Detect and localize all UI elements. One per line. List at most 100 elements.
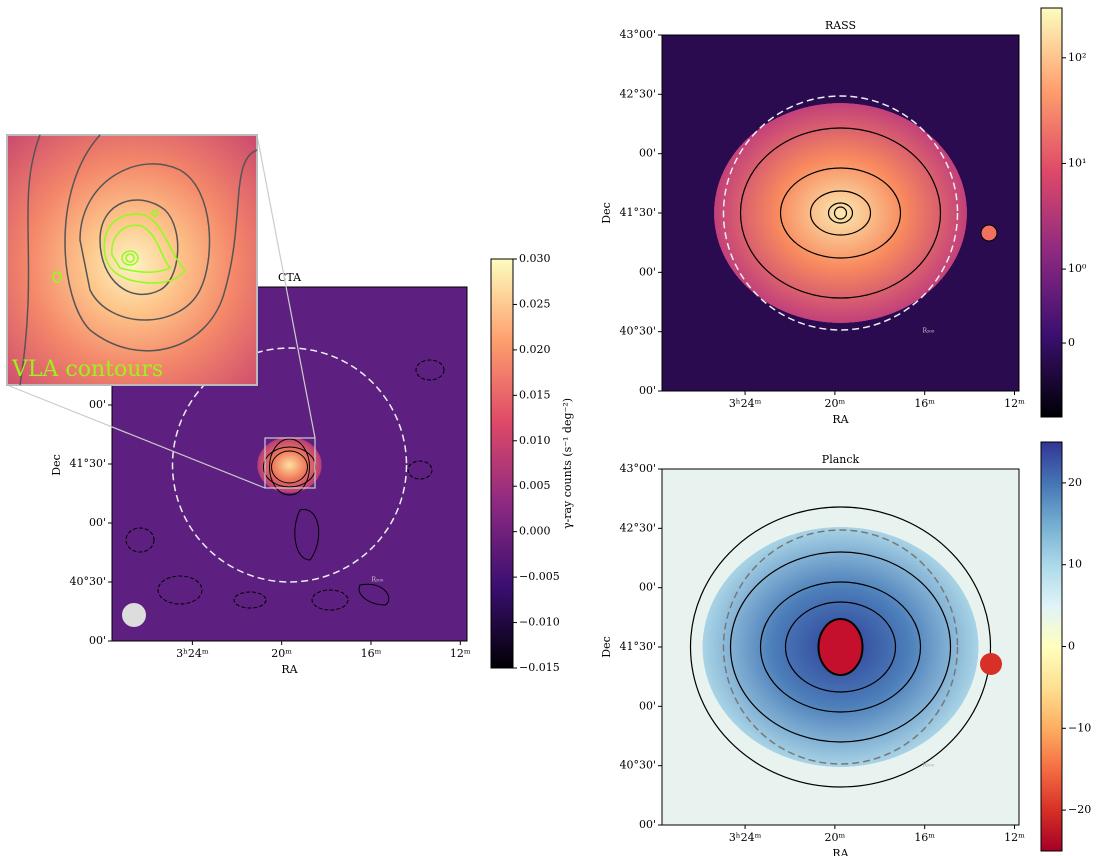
r500-circle xyxy=(722,95,959,331)
r500-circle xyxy=(722,529,959,765)
colorbar-tick-label: 10 xyxy=(1068,558,1082,571)
vla-contours xyxy=(52,209,186,284)
contour xyxy=(739,127,942,299)
y-tick-label: 00' xyxy=(639,265,656,278)
colorbar-tick-label: 0.010 xyxy=(519,434,551,447)
inset: VLA contours xyxy=(6,134,316,489)
inset-label: VLA contours xyxy=(11,357,163,382)
annotation: R₅₀₀ xyxy=(372,577,384,584)
y-tick-label: 00' xyxy=(639,384,656,397)
y-tick-label: 42°30' xyxy=(619,521,656,534)
colorbar-tick-label: 0.000 xyxy=(519,525,551,538)
x-tick-label: 12ᵐ xyxy=(1004,397,1025,410)
colorbar-tick-label: 0.015 xyxy=(519,388,551,401)
source xyxy=(980,653,1002,675)
contour xyxy=(125,527,155,553)
colorbar-tick-label: 0.005 xyxy=(519,479,551,492)
contour xyxy=(269,438,310,496)
contour xyxy=(271,450,308,484)
contour xyxy=(827,202,854,224)
connector xyxy=(6,384,266,489)
y-label: Dec xyxy=(600,636,613,658)
y-label: Dec xyxy=(600,202,613,224)
x-label: RA xyxy=(281,663,298,676)
y-tick-label: 41°30' xyxy=(619,206,656,219)
y-label: Dec xyxy=(50,454,63,476)
colorbar-tick-label: 0 xyxy=(1068,640,1075,653)
y-tick-label: 42°30' xyxy=(619,87,656,100)
beam xyxy=(122,603,146,627)
y-tick-label: 00' xyxy=(639,818,656,831)
contour xyxy=(689,506,992,788)
colorbar-tick-label: −0.005 xyxy=(519,570,560,583)
colorbar-tick-label: 10⁰ xyxy=(1068,262,1087,275)
contour xyxy=(311,589,349,611)
contour xyxy=(415,359,445,381)
colorbar-tick-label: 10² xyxy=(1068,51,1086,64)
x-tick-label: 20ᵐ xyxy=(271,647,292,660)
colorbar-tick-label: −10 xyxy=(1068,721,1091,734)
contour xyxy=(779,167,902,259)
y-tick-label: 43°00' xyxy=(619,462,656,475)
x-tick-label: 3ʰ24ᵐ xyxy=(176,647,209,660)
y-tick-label: 00' xyxy=(89,516,106,529)
contour xyxy=(294,509,390,606)
y-tick-label: 00' xyxy=(89,634,106,647)
map-image xyxy=(662,469,1019,825)
contour xyxy=(784,601,897,693)
colorbar xyxy=(1040,441,1063,852)
y-tick-label: 43°00' xyxy=(619,28,656,41)
colorbar-tick-label: −0.015 xyxy=(519,661,560,674)
contour xyxy=(833,206,848,220)
title: CTA xyxy=(278,271,302,284)
x-label: RA xyxy=(832,847,849,856)
inset-contours xyxy=(19,134,258,386)
x-tick-label: 12ᵐ xyxy=(1004,831,1025,844)
contour xyxy=(729,551,952,743)
x-tick-label: 20ᵐ xyxy=(825,831,846,844)
colorbar-tick-label: 20 xyxy=(1068,476,1082,489)
x-tick-label: 3ʰ24ᵐ xyxy=(729,831,762,844)
y-tick-label: 41°30' xyxy=(69,457,106,470)
colorbar-label: γ-ray counts (s⁻¹ deg⁻²) xyxy=(561,398,574,529)
x-tick-label: 3ʰ24ᵐ xyxy=(729,397,762,410)
inset-image xyxy=(6,134,258,386)
y-tick-label: 40°30' xyxy=(619,325,656,338)
x-tick-label: 16ᵐ xyxy=(361,647,382,660)
y-tick-label: 40°30' xyxy=(69,575,106,588)
x-tick-label: 20ᵐ xyxy=(825,397,846,410)
x-label: RA xyxy=(832,413,849,426)
y-tick-label: 00' xyxy=(639,581,656,594)
y-tick-label: 00' xyxy=(639,147,656,160)
map-emission xyxy=(714,103,967,323)
contour xyxy=(233,591,267,609)
annotation: R₅₀₀ xyxy=(923,762,935,769)
colorbar-tick-label: 0 xyxy=(1068,336,1075,349)
source xyxy=(980,224,998,242)
title: RASS xyxy=(825,19,856,32)
x-tick-label: 16ᵐ xyxy=(914,397,935,410)
maps: R₅₀₀ CTA RA Dec 3ʰ24ᵐ 20ᵐ 16ᵐ 12ᵐ 00' 40°30' 00' 41… xyxy=(50,7,1091,856)
core xyxy=(817,618,864,676)
y-tick-label: 40°30' xyxy=(619,759,656,772)
y-tick-label: 00' xyxy=(89,398,106,411)
colorbar xyxy=(1040,7,1063,418)
contour xyxy=(809,190,872,236)
y-tick-label: 41°30' xyxy=(619,640,656,653)
map-image xyxy=(662,35,1019,391)
y-tick-label: 00' xyxy=(639,699,656,712)
x-tick-label: 12ᵐ xyxy=(450,647,471,660)
zoom-box xyxy=(264,437,316,489)
map-emission xyxy=(257,437,322,493)
annotation: R₅₀₀ xyxy=(923,328,935,335)
x-tick-label: 16ᵐ xyxy=(914,831,935,844)
colorbar-tick-label: 0.030 xyxy=(519,252,551,265)
colorbar-tick-label: 0.020 xyxy=(519,343,551,356)
contour xyxy=(759,581,922,713)
colorbar xyxy=(490,258,514,669)
r500-circle xyxy=(171,347,408,583)
title: Planck xyxy=(822,453,860,466)
colorbar-tick-label: −0.010 xyxy=(519,616,560,629)
connector xyxy=(256,134,316,439)
